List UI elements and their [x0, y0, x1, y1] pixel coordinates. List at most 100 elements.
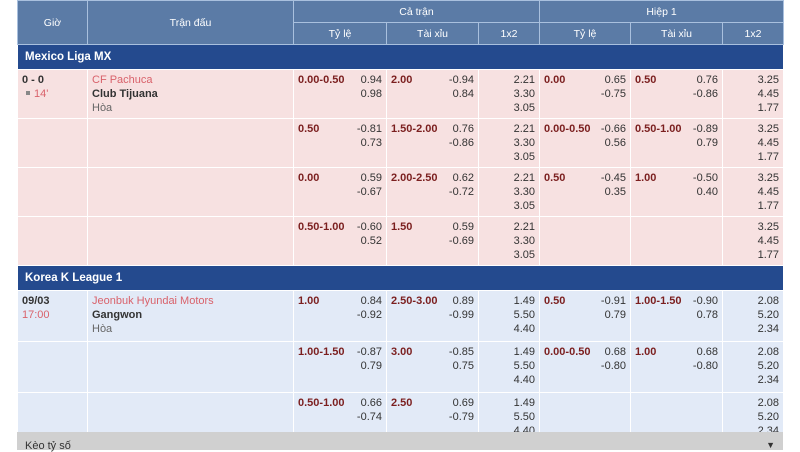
- odds-x: 1.77: [757, 249, 779, 261]
- handicap-cell[interactable]: 0.00 0.59 -0.67: [293, 167, 387, 217]
- over-under-cell[interactable]: 1.50-2.00 0.76 -0.86: [386, 118, 479, 168]
- home-team[interactable]: Jeonbuk Hyundai Motors: [92, 295, 214, 307]
- empty-cell: [87, 216, 294, 266]
- half-1x2-cell[interactable]: 3.25 4.45 1.77: [722, 167, 784, 217]
- over-under-cell[interactable]: 2.00-2.50 0.62 -0.72: [386, 167, 479, 217]
- odds-row: 0 - 0 14' CF Pachuca Club Tijuana Hòa 0.00-0.…: [17, 69, 784, 119]
- col-over-under: Tài xỉu: [386, 22, 479, 45]
- odds-away: -0.69: [448, 235, 474, 247]
- odds-row: 0.50 -0.81 0.73 1.50-2.00 0.76 -0.86 2.21 3.30 3…: [17, 118, 784, 168]
- odds-1: 3.25: [757, 172, 779, 184]
- handicap-cell[interactable]: 1.00-1.50 -0.87 0.79: [293, 341, 387, 393]
- half-over-under-cell[interactable]: 1.00 0.68 -0.80: [630, 341, 723, 393]
- odds-line: 0.00: [298, 172, 320, 184]
- handicap-cell[interactable]: 0.00-0.50 0.94 0.98: [293, 69, 387, 119]
- over-under-cell[interactable]: 2.50-3.00 0.89 -0.99: [386, 290, 479, 342]
- odds-table: Giờ Trận đấu Cả trận Hiệp 1 Tỷ lệ Tài xỉ…: [17, 0, 784, 444]
- odds-2: 4.45: [757, 88, 779, 100]
- odds-home: -0.85: [448, 346, 474, 358]
- odds-away: 0.52: [360, 235, 382, 247]
- odds-home: 0.59: [452, 221, 474, 233]
- odds-2: 5.20: [757, 411, 779, 423]
- odds-away: -0.79: [448, 411, 474, 423]
- odds-away: -0.99: [448, 309, 474, 321]
- half-handicap-cell[interactable]: [539, 216, 631, 266]
- 1x2-cell[interactable]: 1.49 5.50 4.40: [478, 290, 540, 342]
- match-teams[interactable]: Jeonbuk Hyundai Motors Gangwon Hòa: [87, 290, 294, 342]
- odds-line: 1.00: [298, 295, 320, 307]
- handicap-cell[interactable]: 0.50-1.00 -0.60 0.52: [293, 216, 387, 266]
- odds-2: 5.50: [513, 309, 535, 321]
- col-half-1x2: 1x2: [722, 22, 784, 45]
- odds-away: 0.79: [604, 309, 626, 321]
- 1x2-cell[interactable]: 2.21 3.30 3.05: [478, 216, 540, 266]
- col-1x2: 1x2: [478, 22, 540, 45]
- home-team[interactable]: CF Pachuca: [92, 74, 153, 86]
- odds-x: 1.77: [757, 200, 779, 212]
- 1x2-cell[interactable]: 2.21 3.30 3.05: [478, 118, 540, 168]
- odds-1: 3.25: [757, 74, 779, 86]
- half-handicap-cell[interactable]: 0.00-0.50 0.68 -0.80: [539, 341, 631, 393]
- away-team[interactable]: Gangwon: [92, 309, 143, 321]
- odds-home: 0.62: [452, 172, 474, 184]
- odds-2: 5.20: [757, 309, 779, 321]
- half-1x2-cell[interactable]: 2.08 5.20 2.34: [722, 290, 784, 342]
- half-handicap-cell[interactable]: 0.00 0.65 -0.75: [539, 69, 631, 119]
- col-full-match: Cả trận: [293, 0, 540, 23]
- 1x2-cell[interactable]: 2.21 3.30 3.05: [478, 69, 540, 119]
- col-half-handicap: Tỷ lệ: [539, 22, 631, 45]
- league-row: Mexico Liga MX: [17, 44, 784, 70]
- half-handicap-cell[interactable]: 0.50 -0.91 0.79: [539, 290, 631, 342]
- odds-away: 0.98: [360, 88, 382, 100]
- odds-line: 0.00: [544, 74, 566, 86]
- 1x2-cell[interactable]: 1.49 5.50 4.40: [478, 341, 540, 393]
- odds-home: 0.84: [360, 295, 382, 307]
- half-1x2-cell[interactable]: 3.25 4.45 1.77: [722, 216, 784, 266]
- half-1x2-cell[interactable]: 3.25 4.45 1.77: [722, 118, 784, 168]
- over-under-cell[interactable]: 1.50 0.59 -0.69: [386, 216, 479, 266]
- odds-home: 0.69: [452, 397, 474, 409]
- empty-cell: [17, 167, 88, 217]
- half-over-under-cell[interactable]: 1.00-1.50 -0.90 0.78: [630, 290, 723, 342]
- odds-line: 1.00: [635, 172, 657, 184]
- half-1x2-cell[interactable]: 3.25 4.45 1.77: [722, 69, 784, 119]
- correct-score-bar[interactable]: Kèo tỷ số ▼: [17, 432, 783, 452]
- odds-away: -0.80: [692, 360, 718, 372]
- league-name[interactable]: Korea K League 1: [17, 265, 784, 291]
- odds-line: 0.50: [544, 295, 566, 307]
- half-over-under-cell[interactable]: 1.00 -0.50 0.40: [630, 167, 723, 217]
- league-name[interactable]: Mexico Liga MX: [17, 44, 784, 70]
- handicap-cell[interactable]: 0.50 -0.81 0.73: [293, 118, 387, 168]
- odds-x: 1.77: [757, 102, 779, 114]
- half-over-under-cell[interactable]: 0.50 0.76 -0.86: [630, 69, 723, 119]
- odds-line: 1.00: [635, 346, 657, 358]
- half-handicap-cell[interactable]: 0.00-0.50 -0.66 0.56: [539, 118, 631, 168]
- 1x2-cell[interactable]: 2.21 3.30 3.05: [478, 167, 540, 217]
- odds-x: 1.77: [757, 151, 779, 163]
- odds-table-container: Giờ Trận đấu Cả trận Hiệp 1 Tỷ lệ Tài xỉ…: [17, 0, 784, 444]
- caret-down-icon[interactable]: ▼: [766, 440, 775, 450]
- odds-home: 0.76: [452, 123, 474, 135]
- col-half-over-under: Tài xỉu: [630, 22, 723, 45]
- odds-line: 2.00-2.50: [391, 172, 438, 184]
- odds-x: 3.05: [513, 102, 535, 114]
- odds-row: 0.50-1.00 -0.60 0.52 1.50 0.59 -0.69 2.21 3.30 3…: [17, 216, 784, 266]
- away-team[interactable]: Club Tijuana: [92, 88, 158, 100]
- half-over-under-cell[interactable]: [630, 216, 723, 266]
- col-time: Giờ: [17, 0, 88, 45]
- odds-home: 0.66: [360, 397, 382, 409]
- over-under-cell[interactable]: 3.00 -0.85 0.75: [386, 341, 479, 393]
- col-handicap: Tỷ lệ: [293, 22, 387, 45]
- odds-home: 0.68: [696, 346, 718, 358]
- odds-home: -0.45: [600, 172, 626, 184]
- match-time: 0 - 0 14': [17, 69, 88, 119]
- odds-away: 0.73: [360, 137, 382, 149]
- odds-line: 0.50-1.00: [635, 123, 682, 135]
- handicap-cell[interactable]: 1.00 0.84 -0.92: [293, 290, 387, 342]
- half-1x2-cell[interactable]: 2.08 5.20 2.34: [722, 341, 784, 393]
- odds-away: 0.84: [452, 88, 474, 100]
- half-over-under-cell[interactable]: 0.50-1.00 -0.89 0.79: [630, 118, 723, 168]
- match-teams[interactable]: CF Pachuca Club Tijuana Hòa: [87, 69, 294, 119]
- half-handicap-cell[interactable]: 0.50 -0.45 0.35: [539, 167, 631, 217]
- over-under-cell[interactable]: 2.00 -0.94 0.84: [386, 69, 479, 119]
